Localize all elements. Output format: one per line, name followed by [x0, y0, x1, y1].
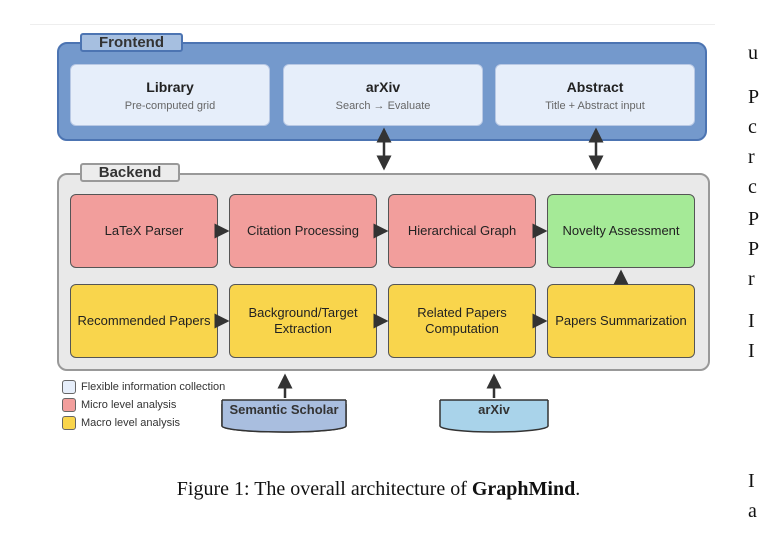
legend-label: Micro level analysis	[81, 399, 177, 411]
abstract-box: Abstract Title + Abstract input	[495, 64, 695, 126]
library-title: Library	[146, 78, 194, 95]
caption-period: .	[575, 478, 581, 500]
recommended-papers-box: Recommended Papers	[70, 284, 218, 358]
frontend-label: Frontend	[80, 33, 183, 52]
side-text-fragment: P	[748, 208, 760, 230]
arxiv-title: arXiv	[365, 78, 401, 95]
arxiv-database-icon	[439, 399, 549, 433]
arxiv-source-label: arXiv	[478, 402, 510, 417]
side-text-fragment: I	[748, 340, 755, 362]
side-text-fragment: a	[748, 500, 757, 522]
legend-swatch-red	[62, 398, 76, 412]
caption-text: Figure 1: The overall architecture of	[176, 478, 472, 500]
side-text-fragment: P	[748, 86, 760, 108]
legend-item-macro: Macro level analysis	[62, 416, 180, 430]
semantic-scholar-database-icon	[221, 399, 347, 433]
legend-item-micro: Micro level analysis	[62, 398, 176, 412]
legend-item-flexible: Flexible information collection	[62, 380, 225, 394]
legend-label: Flexible information collection	[81, 381, 226, 393]
side-text-fragment: I	[748, 470, 755, 492]
arxiv-box: arXiv Search → Evaluate	[283, 64, 483, 126]
arxiv-subtitle: Search → Evaluate	[335, 99, 431, 112]
legend-label: Macro level analysis	[81, 417, 181, 429]
abstract-title: Abstract	[566, 78, 624, 95]
backend-label: Backend	[80, 163, 180, 182]
related-papers-computation-box: Related Papers Computation	[388, 284, 536, 358]
legend-swatch-blue	[62, 380, 76, 394]
background-target-extraction-box: Background/Target Extraction	[229, 284, 377, 358]
top-rule	[30, 24, 715, 25]
side-text-fragment: c	[748, 116, 757, 138]
side-text-fragment: r	[748, 268, 755, 290]
hierarchical-graph-box: Hierarchical Graph	[388, 194, 536, 268]
side-text-fragment: P	[748, 238, 760, 260]
caption-bold: GraphMind	[471, 478, 576, 500]
papers-summarization-box: Papers Summarization	[547, 284, 695, 358]
library-box: Library Pre-computed grid	[70, 64, 270, 126]
semantic-scholar-label: Semantic Scholar	[229, 402, 339, 417]
abstract-subtitle: Title + Abstract input	[545, 99, 645, 112]
legend-swatch-yellow	[62, 416, 76, 430]
side-text-fragment: c	[748, 176, 757, 198]
side-text-fragment: r	[748, 146, 755, 168]
figure-caption: Figure 1: The overall architecture of Gr…	[0, 478, 757, 501]
side-text-fragment: u	[748, 42, 758, 64]
library-subtitle: Pre-computed grid	[124, 99, 216, 112]
side-text-fragment: I	[748, 310, 755, 332]
novelty-assessment-box: Novelty Assessment	[547, 194, 695, 268]
citation-processing-box: Citation Processing	[229, 194, 377, 268]
